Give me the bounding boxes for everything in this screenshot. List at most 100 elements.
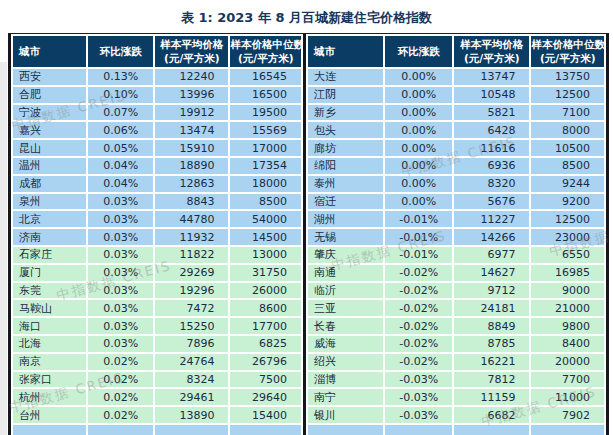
table-row-cutoff — [308, 425, 604, 435]
change-cell: 0.05% — [88, 140, 153, 156]
median-price-cell: 31750 — [230, 265, 301, 281]
median-price-cell: 18000 — [230, 176, 301, 192]
avg-price-cell: 13474 — [155, 122, 228, 138]
change-cell: 0.03% — [88, 229, 153, 245]
change-cell: 0.00% — [385, 158, 452, 174]
empty-cell — [531, 425, 604, 435]
city-cell: 泰州 — [308, 176, 383, 192]
avg-price-cell: 12863 — [155, 176, 228, 192]
avg-price-cell: 12240 — [155, 69, 228, 85]
city-cell: 无锡 — [308, 229, 383, 245]
median-price-cell: 17000 — [230, 140, 301, 156]
median-price-cell: 17700 — [230, 318, 301, 334]
change-cell: 0.02% — [88, 389, 153, 405]
change-cell: 0.03% — [88, 247, 153, 263]
change-cell: 0.03% — [88, 318, 153, 334]
city-cell: 威海 — [308, 336, 383, 352]
avg-price-cell: 13996 — [155, 87, 228, 103]
table-row: 绍兴-0.02%1622120000 — [308, 354, 604, 370]
change-cell: 0.03% — [88, 194, 153, 210]
empty-cell — [155, 425, 228, 435]
empty-cell — [385, 425, 452, 435]
avg-price-cell: 11932 — [155, 229, 228, 245]
table-row: 宿迁0.00%56769200 — [308, 194, 604, 210]
median-price-cell: 15569 — [230, 122, 301, 138]
median-price-cell: 12500 — [531, 87, 604, 103]
city-cell: 东莞 — [13, 283, 86, 299]
median-price-cell: 8500 — [230, 194, 301, 210]
change-cell: 0.04% — [88, 158, 153, 174]
avg-price-cell: 16221 — [454, 354, 529, 370]
change-cell: 0.10% — [88, 87, 153, 103]
change-cell: 0.00% — [385, 87, 452, 103]
avg-price-cell: 29461 — [155, 389, 228, 405]
change-cell: 0.02% — [88, 354, 153, 370]
median-price-cell: 9244 — [531, 176, 604, 192]
empty-cell — [454, 425, 529, 435]
avg-price-cell: 14627 — [454, 265, 529, 281]
table-row: 合肥0.10%1399616500 — [13, 87, 301, 103]
table-row: 新乡0.00%58217100 — [308, 105, 604, 121]
change-cell: 0.00% — [385, 140, 452, 156]
table-row: 三亚-0.02%2418121000 — [308, 300, 604, 316]
table-row: 湖州-0.01%1122712500 — [308, 211, 604, 227]
avg-price-cell: 8843 — [155, 194, 228, 210]
median-price-cell: 9000 — [531, 283, 604, 299]
median-price-cell: 26796 — [230, 354, 301, 370]
avg-price-cell: 9712 — [454, 283, 529, 299]
avg-price-cell: 19296 — [155, 283, 228, 299]
city-cell: 张家口 — [13, 372, 86, 388]
avg-price-cell: 6936 — [454, 158, 529, 174]
median-price-cell: 20000 — [531, 354, 604, 370]
avg-price-cell: 11616 — [454, 140, 529, 156]
median-price-cell: 7500 — [230, 372, 301, 388]
city-cell: 西安 — [13, 69, 86, 85]
table-row: 绵阳0.00%69368500 — [308, 158, 604, 174]
median-price-cell: 26000 — [230, 283, 301, 299]
change-cell: 0.03% — [88, 300, 153, 316]
avg-price-cell: 6428 — [454, 122, 529, 138]
table-row: 成都0.04%1286318000 — [13, 176, 301, 192]
empty-cell — [230, 425, 301, 435]
median-price-cell: 8600 — [230, 300, 301, 316]
column-header: 样本平均价格(元/平方米) — [155, 36, 228, 67]
table-row: 南通-0.02%1462716985 — [308, 265, 604, 281]
city-cell: 台州 — [13, 407, 86, 423]
table-row: 威海-0.02%87858400 — [308, 336, 604, 352]
median-price-cell: 16985 — [531, 265, 604, 281]
table-row: 南京0.02%2476426796 — [13, 354, 301, 370]
change-cell: 0.02% — [88, 407, 153, 423]
city-cell: 长春 — [308, 318, 383, 334]
median-price-cell: 8000 — [531, 122, 604, 138]
avg-price-cell: 10548 — [454, 87, 529, 103]
median-price-cell: 14500 — [230, 229, 301, 245]
change-cell: 0.00% — [385, 122, 452, 138]
city-cell: 肇庆 — [308, 247, 383, 263]
city-cell: 石家庄 — [13, 247, 86, 263]
median-price-cell: 29640 — [230, 389, 301, 405]
city-cell: 杭州 — [13, 389, 86, 405]
table-row-cutoff — [13, 425, 301, 435]
avg-price-cell: 24764 — [155, 354, 228, 370]
city-cell: 成都 — [13, 176, 86, 192]
change-cell: -0.03% — [385, 372, 452, 388]
median-price-cell: 11000 — [531, 389, 604, 405]
change-cell: -0.02% — [385, 336, 452, 352]
avg-price-cell: 5676 — [454, 194, 529, 210]
median-price-cell: 7100 — [531, 105, 604, 121]
city-cell: 绵阳 — [308, 158, 383, 174]
change-cell: 0.03% — [88, 283, 153, 299]
change-cell: 0.13% — [88, 69, 153, 85]
table-row: 台州0.02%1389015400 — [13, 407, 301, 423]
table-row: 包头0.00%64288000 — [308, 122, 604, 138]
table-row: 马鞍山0.03%74728600 — [13, 300, 301, 316]
table-row: 厦门0.03%2926931750 — [13, 265, 301, 281]
median-price-cell: 16500 — [230, 87, 301, 103]
table-row: 泰州0.00%83209244 — [308, 176, 604, 192]
city-cell: 南宁 — [308, 389, 383, 405]
city-cell: 宿迁 — [308, 194, 383, 210]
change-cell: 0.04% — [88, 176, 153, 192]
median-price-cell: 8400 — [531, 336, 604, 352]
city-cell: 湖州 — [308, 211, 383, 227]
city-cell: 昆山 — [13, 140, 86, 156]
